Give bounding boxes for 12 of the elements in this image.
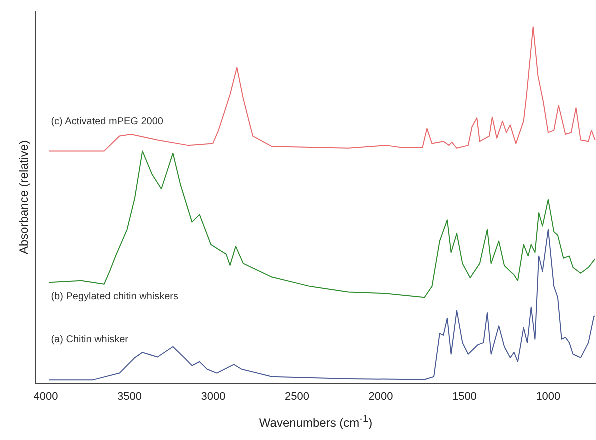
series-label: (a) Chitin whisker xyxy=(51,334,130,346)
x-tick-label: 3000 xyxy=(201,390,226,403)
x-tick-label: 4000 xyxy=(34,390,58,403)
x-tick-label: 3500 xyxy=(118,390,142,403)
x-tick-label: 2500 xyxy=(285,390,310,403)
x-tick-label: 1000 xyxy=(536,390,561,403)
x-axis-title: Wavenumbers (cm$^{-1}$) xyxy=(258,414,374,430)
series-label: (b) Pegylated chitin whiskers xyxy=(51,292,179,303)
series-label: (c) Activated mPEG 2000 xyxy=(51,116,164,128)
x-tick-label: 2000 xyxy=(368,390,394,403)
y-axis-title: Absorbance (relative) xyxy=(17,140,31,255)
x-tick-label: 1500 xyxy=(452,390,477,403)
